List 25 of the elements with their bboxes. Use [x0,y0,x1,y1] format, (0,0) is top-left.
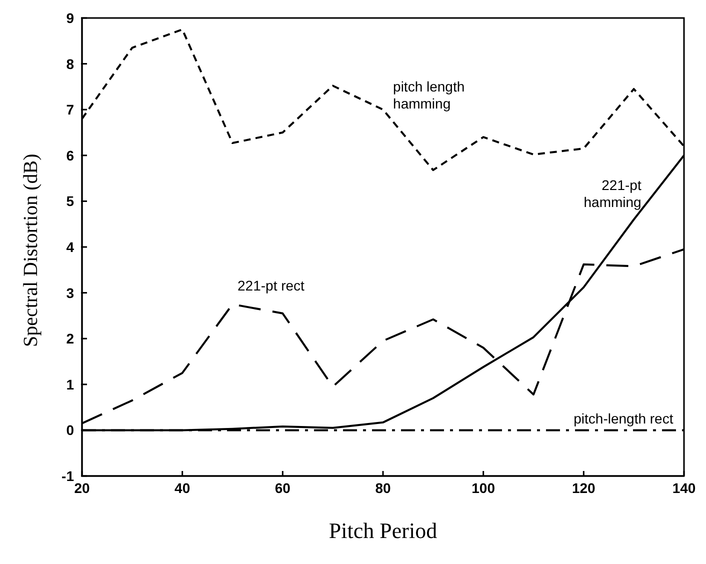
y-tick-label: 4 [66,238,74,255]
line-series [82,28,684,172]
y-tick-label: 0 [66,422,74,438]
y-tick-label: 2 [66,330,74,347]
x-tick-label: 120 [572,480,596,496]
y-tick-label: 3 [66,284,74,301]
y-tick-label: 6 [66,147,74,164]
series-label: 221-pt rect [238,278,305,294]
y-tick-label: 8 [66,56,74,72]
x-tick-label: 100 [472,480,496,496]
y-tick-label: 9 [66,10,74,26]
series-label: pitch-length rect [574,410,674,426]
x-tick-label: 140 [672,480,696,496]
x-axis-title: Pitch Period [328,518,438,543]
y-tick-label: 5 [66,193,74,210]
series-label: pitch length hamming [393,78,465,112]
y-tick-label: -1 [62,468,74,484]
series-label: 221-pt hamming [584,176,642,210]
y-tick-label: 1 [66,376,74,392]
y-axis-title: Spectral Distortion (dB) [20,154,42,347]
x-tick-label: 60 [274,480,291,496]
x-tick-label: 40 [174,480,190,496]
y-tick-label: 7 [66,102,74,118]
x-tick-label: 80 [375,480,391,496]
x-tick-label: 20 [74,480,90,496]
